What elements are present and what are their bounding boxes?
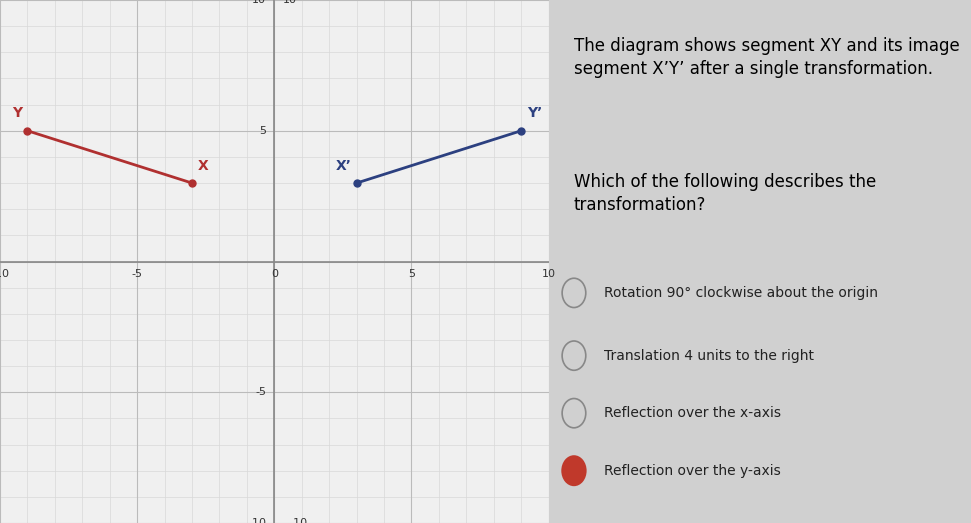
Text: 5: 5 (408, 269, 415, 279)
Text: Y: Y (12, 106, 22, 120)
Text: 5: 5 (259, 126, 266, 136)
Text: Y’: Y’ (526, 106, 542, 120)
Text: -10: -10 (248, 518, 266, 523)
Text: Which of the following describes the
transformation?: Which of the following describes the tra… (574, 173, 876, 214)
Circle shape (562, 456, 586, 485)
Text: -10: -10 (0, 269, 9, 279)
Text: -5: -5 (255, 387, 266, 397)
Text: 10: 10 (283, 0, 296, 5)
Text: 0: 0 (271, 269, 278, 279)
Text: Reflection over the x-axis: Reflection over the x-axis (604, 406, 781, 420)
Text: -5: -5 (132, 269, 143, 279)
Text: The diagram shows segment XY and its image
segment X’Y’ after a single transform: The diagram shows segment XY and its ima… (574, 37, 959, 78)
Text: Translation 4 units to the right: Translation 4 units to the right (604, 349, 814, 362)
Text: 10: 10 (252, 0, 266, 5)
Text: Rotation 90° clockwise about the origin: Rotation 90° clockwise about the origin (604, 286, 878, 300)
Text: X: X (197, 158, 208, 173)
Text: Reflection over the y-axis: Reflection over the y-axis (604, 464, 781, 477)
Text: X’: X’ (335, 158, 352, 173)
Text: —10: —10 (283, 518, 308, 523)
Text: 10: 10 (542, 269, 555, 279)
